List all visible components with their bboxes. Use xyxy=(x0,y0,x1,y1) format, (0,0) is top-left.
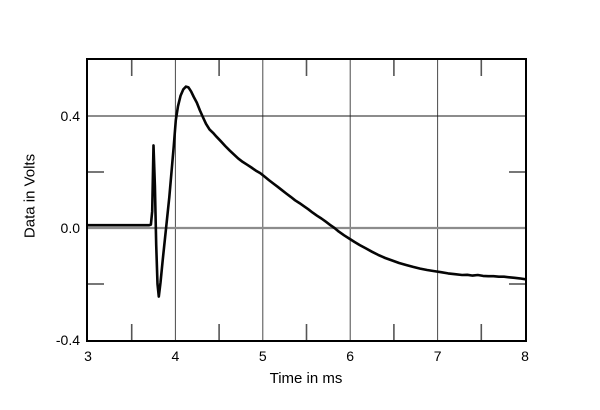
y-axis-title: Data in Volts xyxy=(21,153,39,239)
y-tick-label: 0.4 xyxy=(60,108,80,124)
x-tick-label: 5 xyxy=(258,348,267,364)
x-tick-label: 6 xyxy=(346,348,355,364)
x-tick-label: 7 xyxy=(433,348,442,364)
x-tick-label: 3 xyxy=(84,348,92,364)
plot-area xyxy=(86,58,527,342)
plot-canvas xyxy=(88,60,525,340)
x-tick-label: 4 xyxy=(171,348,180,364)
y-tick-label: -0.4 xyxy=(55,332,80,348)
x-axis-title: Time in ms xyxy=(269,370,343,387)
y-tick-label: 0.0 xyxy=(60,220,80,236)
data-series-line xyxy=(88,85,525,298)
x-tick-label: 8 xyxy=(521,348,529,364)
